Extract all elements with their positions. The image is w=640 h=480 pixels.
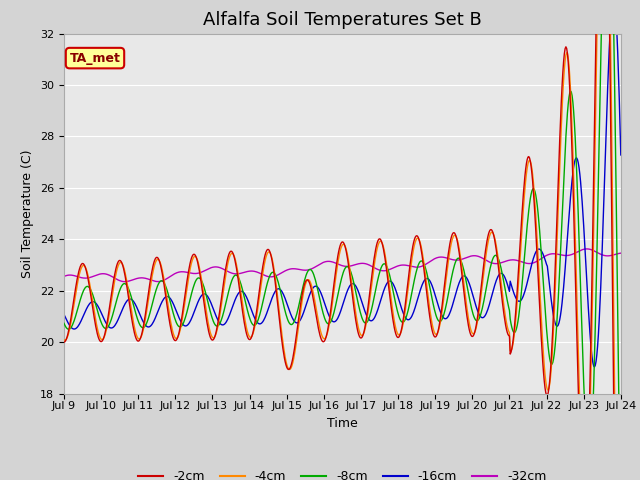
Y-axis label: Soil Temperature (C): Soil Temperature (C) (22, 149, 35, 278)
Title: Alfalfa Soil Temperatures Set B: Alfalfa Soil Temperatures Set B (203, 11, 482, 29)
Legend: -2cm, -4cm, -8cm, -16cm, -32cm: -2cm, -4cm, -8cm, -16cm, -32cm (133, 465, 552, 480)
X-axis label: Time: Time (327, 417, 358, 430)
Text: TA_met: TA_met (70, 51, 120, 65)
